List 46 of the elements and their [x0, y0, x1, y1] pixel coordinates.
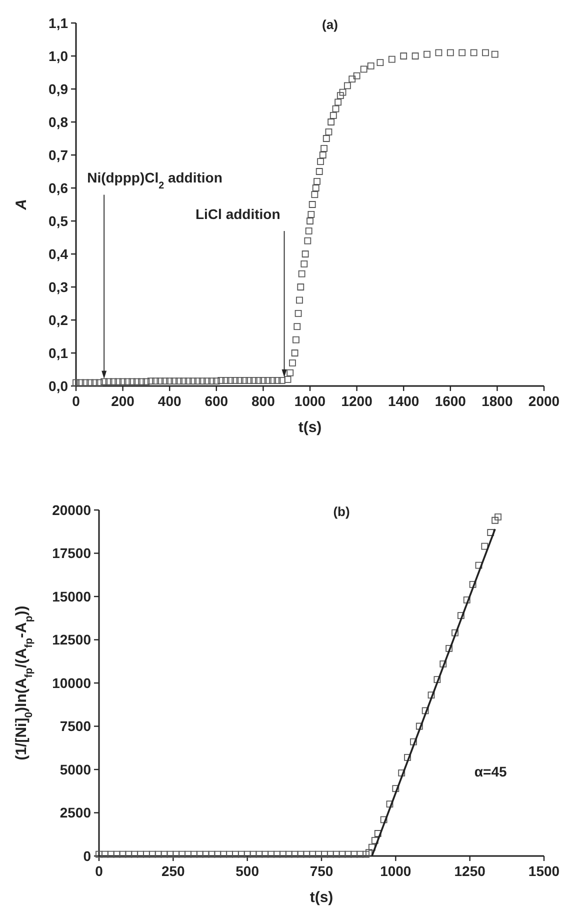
x-tick-label: 0	[95, 863, 104, 879]
x-tick-label: 200	[111, 393, 135, 409]
y-tick-label: 15000	[52, 588, 92, 604]
y-tick-label: 0	[83, 848, 92, 864]
annotation: Ni(dppp)Cl$_{2}$ addition	[87, 170, 222, 192]
y-tick-label: 0,2	[48, 312, 68, 328]
x-tick-label: 1500	[528, 863, 560, 879]
y-tick-label: 1,0	[48, 48, 68, 64]
x-tick-label: 800	[252, 393, 276, 409]
y-tick-label: 0,1	[48, 344, 68, 361]
y-tick-label: 0,0	[48, 378, 68, 394]
x-tick-label: 1250	[454, 863, 486, 879]
x-axis-title: t(s)	[298, 419, 322, 436]
x-tick-label: 250	[161, 863, 186, 879]
y-tick-label: 0,8	[48, 114, 68, 130]
x-tick-label: 1200	[341, 393, 373, 409]
chart-title: (a)	[322, 17, 338, 32]
y-tick-label: 10000	[52, 674, 92, 691]
chart-title: (b)	[333, 504, 350, 519]
x-tick-label: 400	[158, 393, 182, 409]
x-tick-label: 1000	[294, 393, 326, 409]
y-tick-label: 5000	[60, 761, 92, 778]
y-tick-label: 12500	[52, 632, 92, 648]
y-axis-title: A	[13, 199, 30, 211]
y-tick-label: 0,6	[48, 180, 68, 196]
y-tick-label: 7500	[60, 718, 92, 734]
x-tick-label: 1000	[380, 863, 412, 879]
x-tick-label: 500	[236, 863, 260, 879]
x-axis-title: t(s)	[310, 889, 334, 906]
x-tick-label: 1600	[434, 393, 466, 409]
annotation: α=45	[474, 763, 507, 780]
x-tick-label: 750	[310, 863, 334, 879]
annotation: LiCl addition	[195, 206, 280, 222]
x-tick-label: 1400	[388, 393, 420, 409]
y-tick-label: 0,5	[48, 212, 68, 229]
y-tick-label: 0,7	[48, 146, 68, 163]
y-tick-label: 0,4	[48, 246, 68, 262]
y-tick-label: 0,9	[48, 80, 68, 97]
x-tick-label: 2000	[528, 393, 560, 409]
x-tick-label: 1800	[482, 393, 513, 409]
y-tick-label: 0,3	[48, 278, 68, 295]
y-tick-label: 1,1	[48, 14, 68, 31]
y-tick-label: 17500	[52, 545, 92, 562]
x-tick-label: 600	[204, 393, 228, 409]
y-tick-label: 2500	[60, 804, 92, 821]
y-tick-label: 20000	[52, 502, 92, 518]
